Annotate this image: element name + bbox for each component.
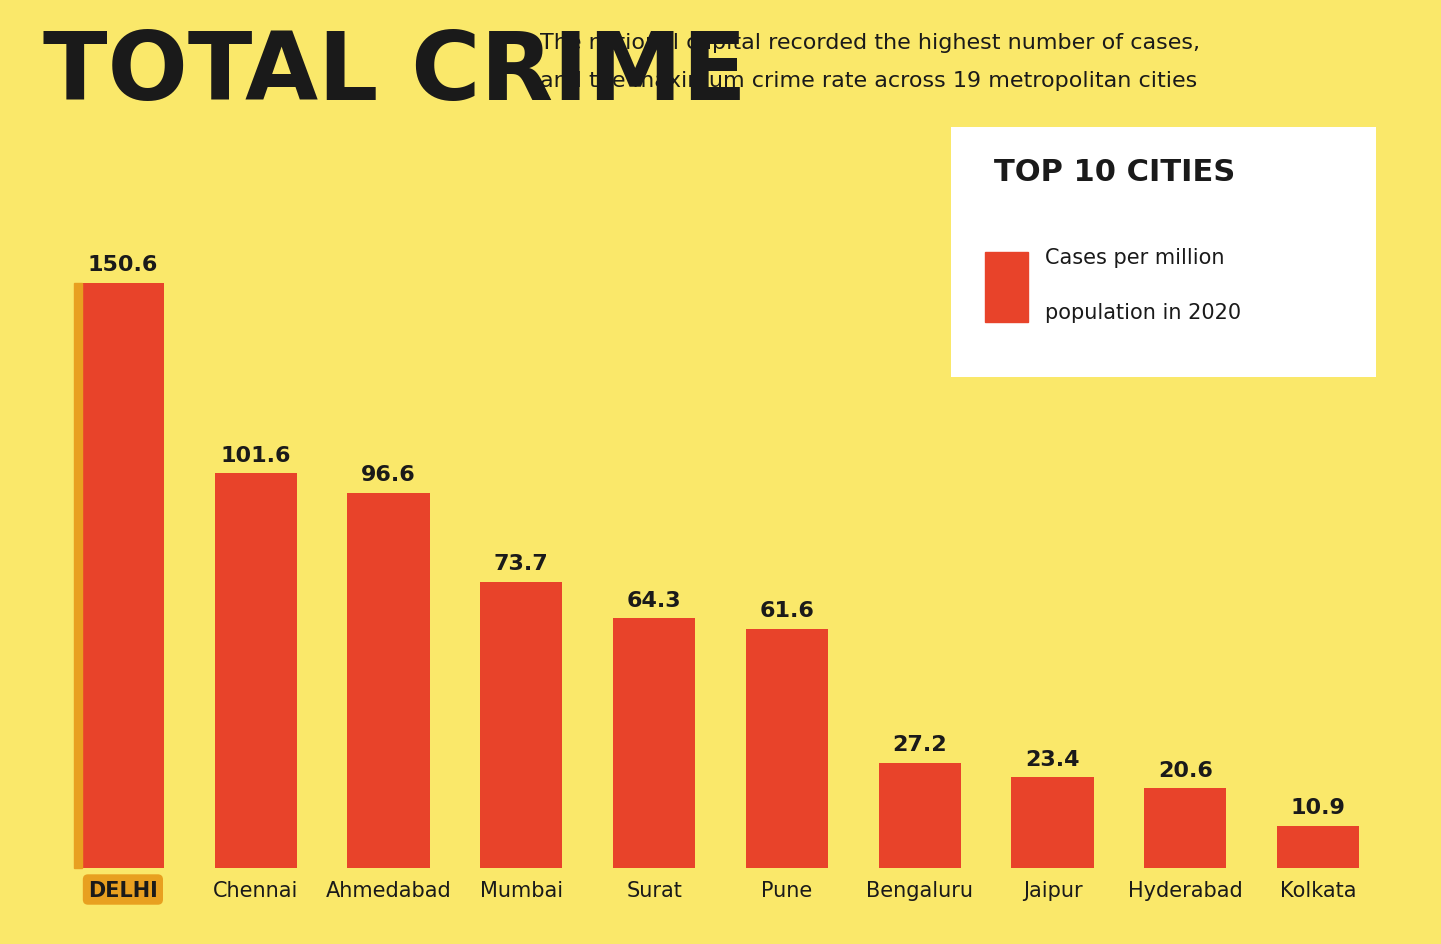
Bar: [879, 763, 961, 868]
Text: 64.3: 64.3: [627, 590, 682, 610]
Bar: [75, 283, 82, 868]
Bar: [986, 253, 1027, 323]
Bar: [480, 582, 562, 868]
Text: TOTAL CRIME: TOTAL CRIME: [43, 28, 746, 120]
Bar: [1012, 778, 1094, 868]
Bar: [1277, 826, 1359, 868]
Text: 23.4: 23.4: [1025, 750, 1079, 769]
Bar: [1144, 788, 1226, 868]
Text: 27.2: 27.2: [892, 734, 947, 754]
Text: 20.6: 20.6: [1159, 760, 1213, 780]
Text: population in 2020: population in 2020: [1045, 303, 1241, 323]
Text: 96.6: 96.6: [362, 464, 416, 485]
Bar: [82, 283, 164, 868]
Text: The national capital recorded the highest number of cases,: The national capital recorded the highes…: [540, 33, 1200, 53]
Text: 101.6: 101.6: [220, 446, 291, 465]
Bar: [347, 494, 429, 868]
FancyBboxPatch shape: [929, 115, 1398, 390]
Bar: [612, 618, 695, 868]
Bar: [746, 630, 829, 868]
Text: 10.9: 10.9: [1291, 798, 1346, 818]
Text: 73.7: 73.7: [494, 554, 549, 574]
Text: Cases per million: Cases per million: [1045, 247, 1223, 267]
Bar: [215, 474, 297, 868]
Text: 61.6: 61.6: [759, 600, 814, 621]
Text: and the maximum crime rate across 19 metropolitan cities: and the maximum crime rate across 19 met…: [540, 71, 1197, 91]
Text: TOP 10 CITIES: TOP 10 CITIES: [994, 158, 1235, 186]
Text: 150.6: 150.6: [88, 255, 159, 275]
